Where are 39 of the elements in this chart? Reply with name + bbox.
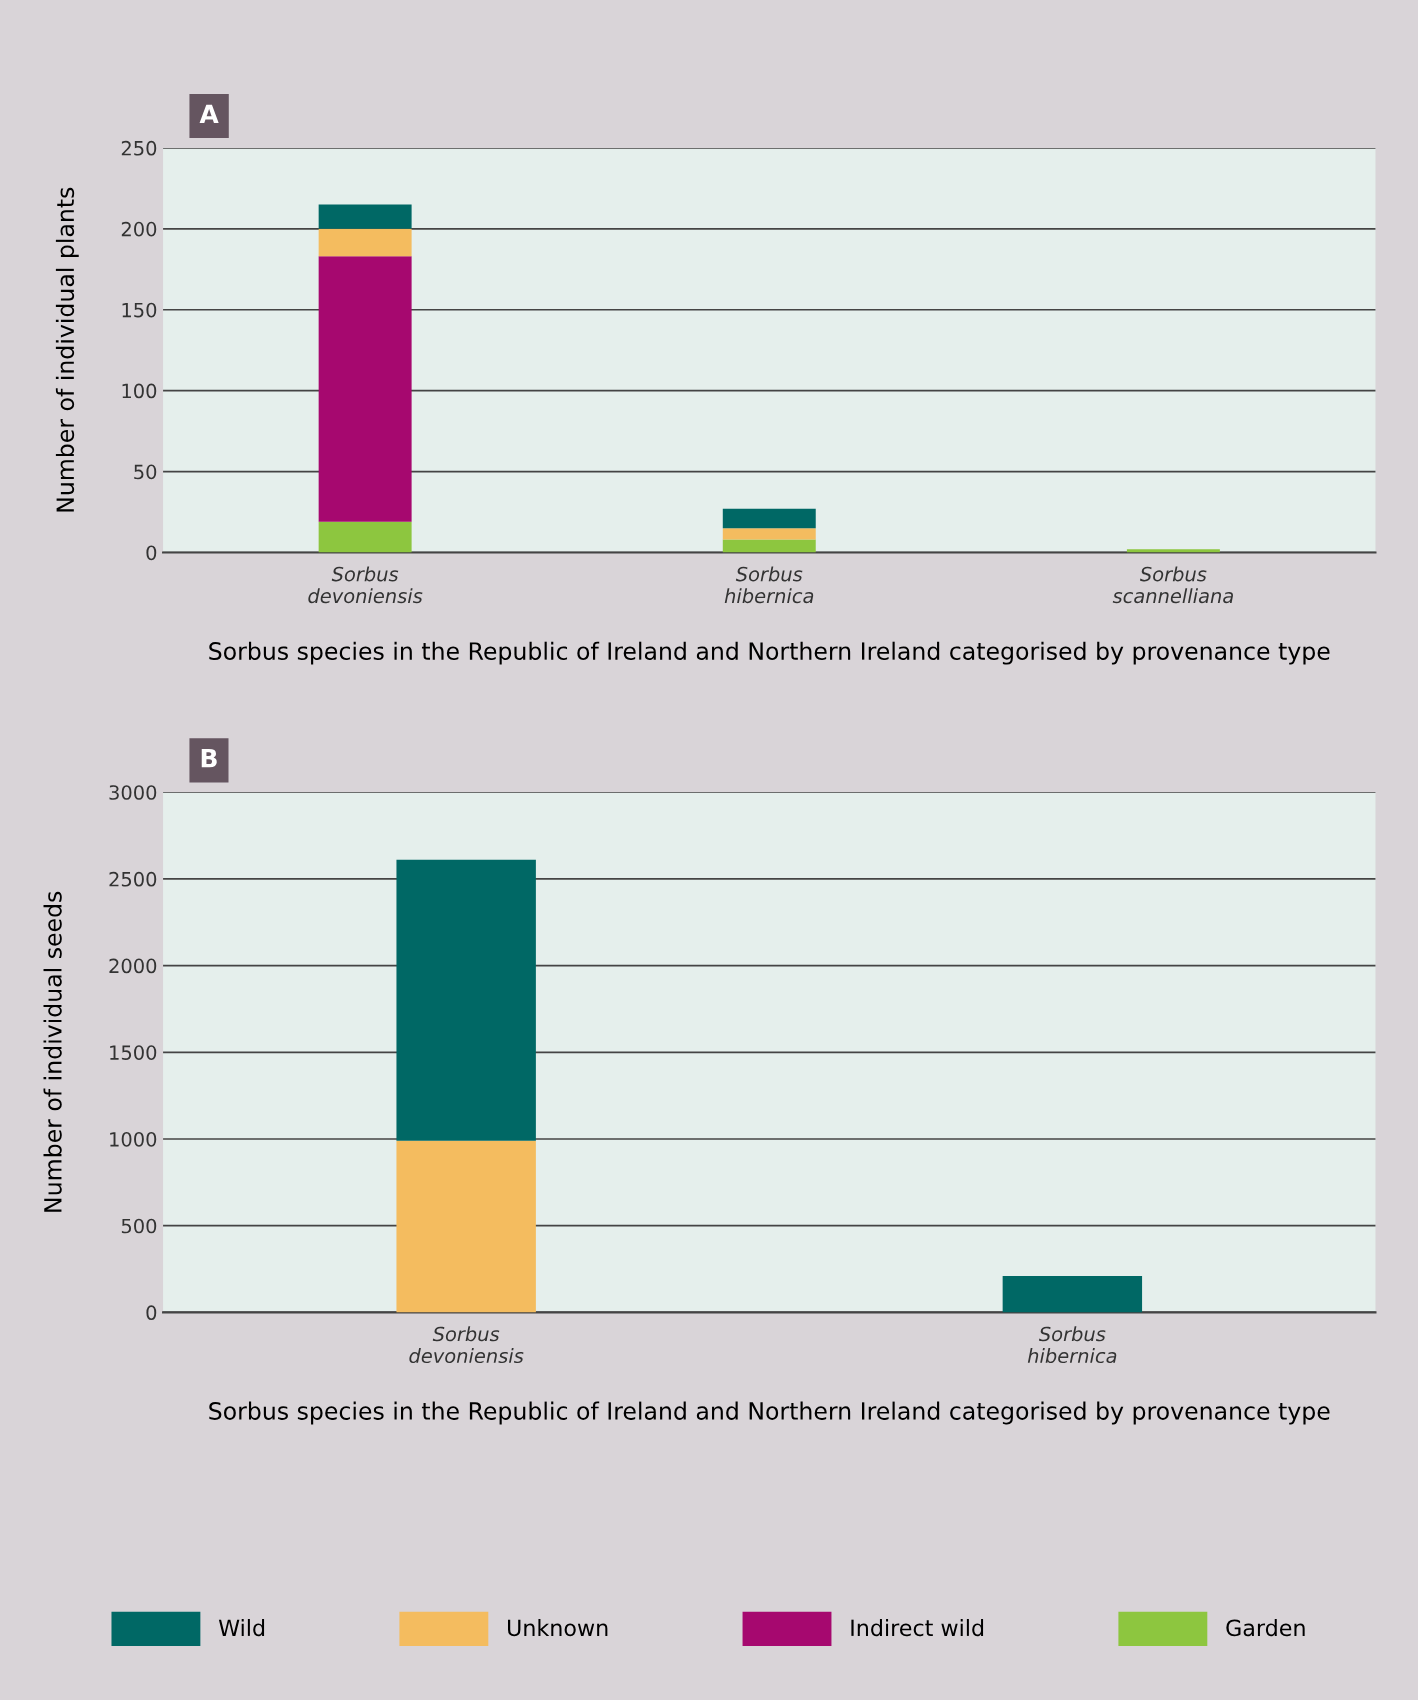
bar xyxy=(318,521,412,553)
legend-label: Wild xyxy=(218,1619,265,1637)
y-tick-label: 150 xyxy=(122,302,157,318)
y-tick-label: 0 xyxy=(146,545,157,561)
x-axis-title: Sorbus species in the Republic of Ireland and Northern Ireland categorised by provenance type xyxy=(209,641,1330,665)
y-axis-title: Number of individual plants xyxy=(55,187,79,512)
bar xyxy=(396,1140,536,1313)
bar xyxy=(318,204,412,229)
y-tick-label: 100 xyxy=(122,383,157,399)
x-tick-label: Sorbus hibernica xyxy=(1027,1326,1117,1364)
legend-label: Indirect wild xyxy=(851,1619,984,1637)
bar xyxy=(722,508,816,529)
bar xyxy=(318,228,412,257)
chart-title: A xyxy=(199,104,219,123)
y-axis-title: Number of individual seeds xyxy=(43,891,62,1212)
x-tick-label: Sorbus hibernica xyxy=(724,566,814,604)
legend-label: Garden xyxy=(1226,1619,1305,1637)
y-tick-label: 1000 xyxy=(110,1131,157,1147)
y-tick-label: 3000 xyxy=(109,785,157,800)
y-tick-label: 1500 xyxy=(110,1045,157,1060)
x-axis-title: Sorbus species in the Republic of Ireland and Northern Ireland categorised by provenance type xyxy=(209,1401,1330,1425)
bar xyxy=(722,539,816,553)
x-tick-label: Sorbus devoniensis xyxy=(409,1326,524,1364)
chart-title: B xyxy=(201,748,217,768)
bar xyxy=(396,859,536,1141)
x-tick-label: Sorbus devoniensis xyxy=(308,566,423,604)
y-tick-label: 250 xyxy=(121,140,157,156)
y-tick-label: 2500 xyxy=(109,871,157,887)
bar xyxy=(1002,1275,1143,1313)
x-tick-label: Sorbus scannelliana xyxy=(1112,566,1233,604)
y-tick-label: 0 xyxy=(146,1305,157,1321)
legend-label: Unknown xyxy=(508,1619,608,1637)
bar xyxy=(722,528,816,540)
y-tick-label: 2000 xyxy=(109,958,157,974)
bar xyxy=(318,256,412,522)
y-tick-label: 200 xyxy=(121,221,157,237)
y-tick-label: 500 xyxy=(121,1218,157,1234)
y-tick-label: 50 xyxy=(134,464,157,480)
bar xyxy=(1126,549,1220,553)
